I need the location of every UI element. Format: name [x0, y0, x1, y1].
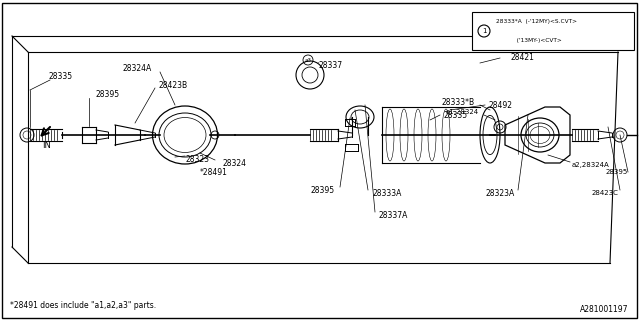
Text: 1: 1 — [482, 28, 486, 34]
Text: *28491 does include "a1,a2,a3" parts.: *28491 does include "a1,a2,a3" parts. — [10, 300, 156, 309]
Text: 28423B: 28423B — [158, 81, 187, 90]
Text: 28337A: 28337A — [378, 211, 408, 220]
Text: 28423C: 28423C — [591, 190, 618, 196]
Text: 28395: 28395 — [605, 169, 628, 175]
Text: 28323: 28323 — [185, 155, 209, 164]
Text: 28395: 28395 — [311, 186, 335, 195]
Text: ('13MY-)<CVT>: ('13MY-)<CVT> — [496, 38, 562, 43]
Text: 28324: 28324 — [222, 158, 246, 167]
Text: 28324A: 28324A — [123, 63, 152, 73]
Text: A281001197: A281001197 — [579, 306, 628, 315]
Text: 28337: 28337 — [318, 60, 342, 69]
Text: *28491: *28491 — [200, 167, 228, 177]
Text: .: . — [316, 55, 318, 65]
Text: a3: a3 — [305, 58, 312, 62]
Text: 28333*A  (-'12MY)<S.CVT>: 28333*A (-'12MY)<S.CVT> — [496, 20, 577, 24]
Text: 28333A: 28333A — [372, 188, 401, 197]
Text: 28323A: 28323A — [486, 188, 515, 197]
Text: 28395: 28395 — [95, 90, 119, 99]
Text: 28335: 28335 — [48, 71, 72, 81]
Bar — [472, 12, 634, 50]
Text: 28421: 28421 — [510, 52, 534, 61]
Text: 28333*B: 28333*B — [442, 98, 475, 107]
Text: a1,28324: a1,28324 — [446, 109, 479, 115]
Text: 28492: 28492 — [488, 100, 512, 109]
Text: 28335: 28335 — [443, 110, 467, 119]
Text: IN: IN — [42, 140, 51, 149]
Text: a2,28324A: a2,28324A — [572, 162, 610, 168]
